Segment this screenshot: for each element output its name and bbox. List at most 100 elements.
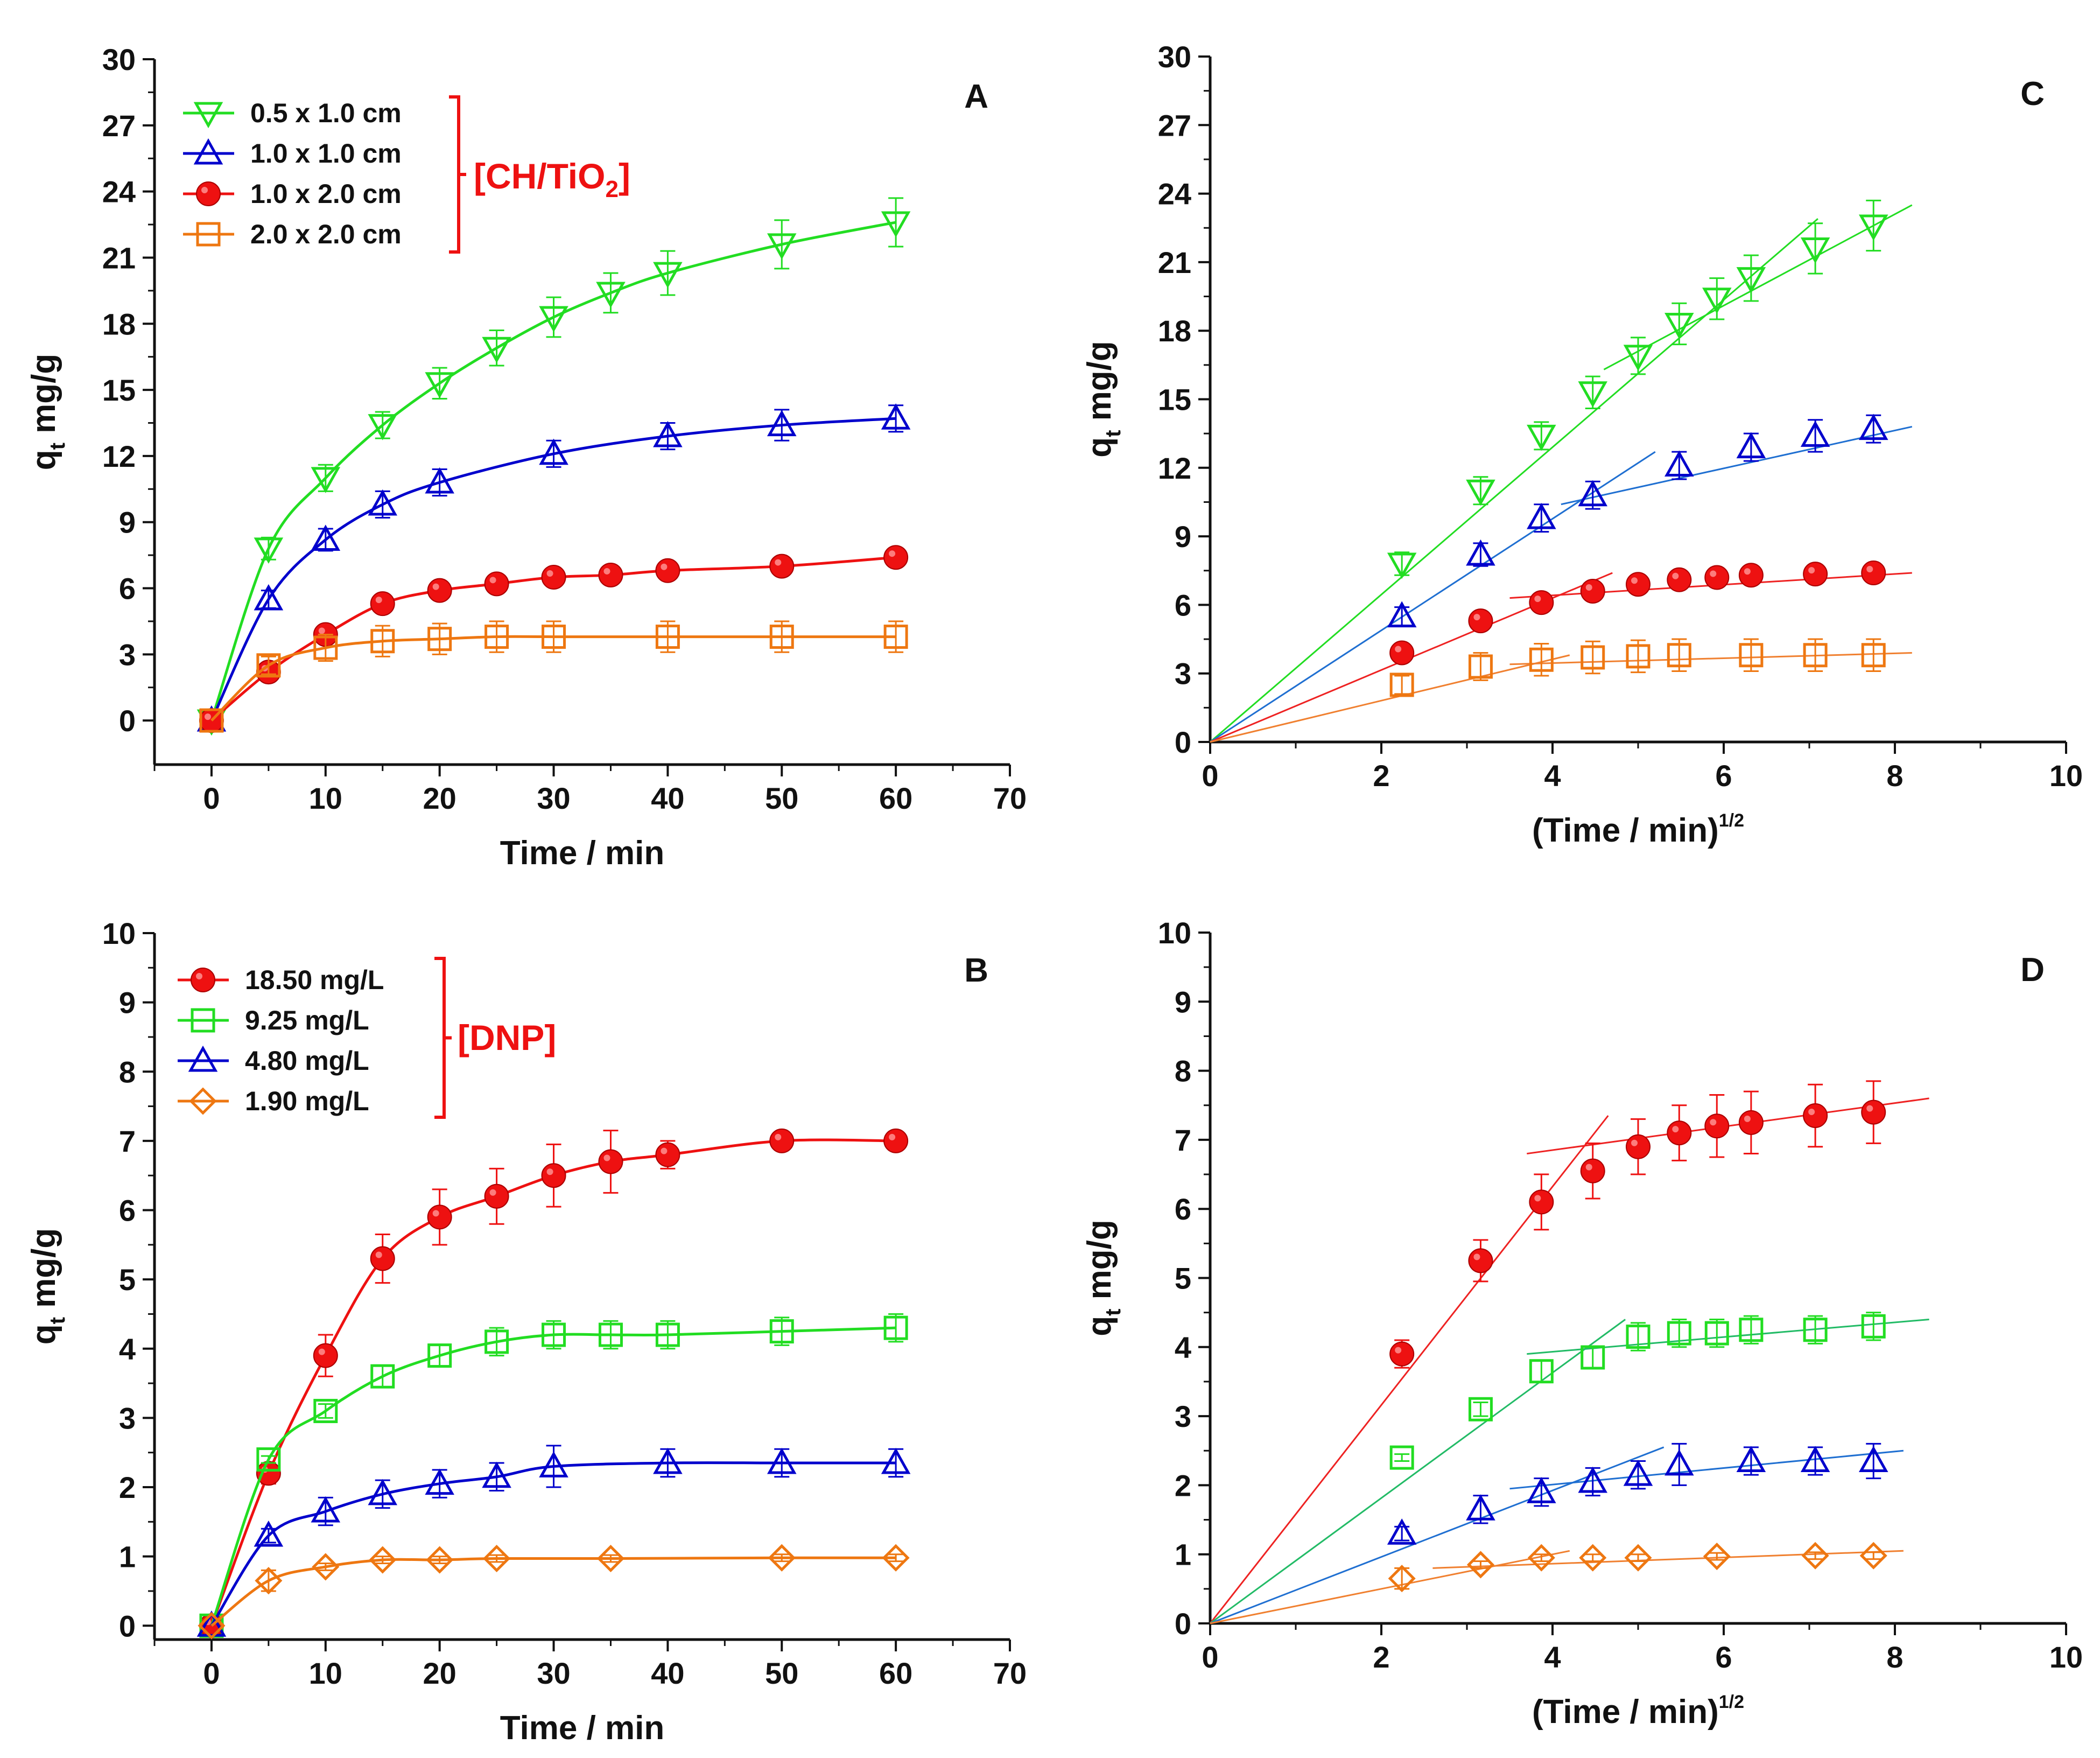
y-tick-label: 0 (1175, 1607, 1191, 1641)
x-axis-title: Time / min (500, 835, 665, 872)
data-point (425, 372, 454, 398)
series-4-80-mg-l (196, 1445, 911, 1637)
legend-entry: 0.5 x 1.0 cm (250, 98, 402, 128)
data-point (1664, 450, 1694, 477)
x-tick-label: 70 (993, 781, 1027, 815)
y-tick-label: 30 (1158, 40, 1191, 74)
data-point (539, 1451, 568, 1477)
data-point (1861, 1314, 1886, 1339)
y-axis-title-q: q (1081, 437, 1118, 458)
legend-marker (193, 138, 223, 165)
x-tick-label: 8 (1886, 1640, 1903, 1674)
data-point (482, 1461, 511, 1488)
data-point (767, 1447, 797, 1474)
data-point (653, 262, 683, 289)
data-point (1578, 1466, 1607, 1493)
data-point-highlight (375, 597, 382, 604)
legend-bracket (434, 957, 446, 1119)
data-point (313, 635, 338, 660)
legend-marker (191, 1008, 215, 1033)
y-tick-label: 9 (1175, 520, 1191, 554)
data-point (655, 1142, 680, 1167)
x-tick-label: 2 (1373, 759, 1389, 793)
y-tick-label: 24 (1158, 177, 1191, 211)
x-tick-label: 6 (1715, 1640, 1732, 1674)
x-axis-title-text: (Time / min) (1532, 812, 1719, 849)
data-point (1736, 432, 1766, 459)
x-axis-title: Time / min (500, 1710, 665, 1747)
data-point (883, 625, 908, 649)
data-point (1859, 1542, 1887, 1570)
data-point (1527, 1544, 1555, 1572)
x-tick-label: 6 (1715, 759, 1732, 793)
data-point (1387, 552, 1417, 579)
panel-label: A (964, 78, 988, 115)
y-axis-title-subscript: t (1101, 1309, 1125, 1316)
data-point (1581, 645, 1605, 670)
data-point (653, 421, 683, 447)
series-2-0-x-2-0-cm (199, 620, 908, 733)
data-point-highlight (1866, 1105, 1873, 1112)
x-axis-title-text: Time / min (500, 1710, 665, 1747)
y-axis-title-units: mg/g (25, 354, 62, 443)
data-point (1529, 590, 1554, 615)
data-point (1466, 479, 1495, 506)
data-point (1527, 424, 1556, 451)
y-tick-label: 3 (119, 1401, 136, 1435)
fit-line (1509, 652, 1912, 666)
data-point (1626, 1134, 1650, 1159)
series-9-25-mg-l (199, 1313, 908, 1638)
y-axis-title-q: q (25, 1324, 62, 1344)
series-1-90-mg-l (198, 1544, 910, 1640)
x-tick-label: 0 (1202, 759, 1218, 793)
data-point (1861, 643, 1886, 668)
data-point (1527, 1477, 1556, 1503)
group-label-text: [CH/TiO (474, 156, 605, 196)
data-point (881, 403, 911, 430)
data-point-highlight (1473, 1253, 1480, 1260)
data-point (1803, 1103, 1828, 1128)
data-point (1667, 1321, 1691, 1346)
data-point (196, 1610, 227, 1637)
data-point (1529, 1189, 1554, 1215)
y-tick-label: 1 (119, 1540, 136, 1574)
data-point (370, 591, 395, 617)
data-point (1626, 572, 1650, 597)
data-point (1389, 640, 1415, 666)
x-tick-label: 60 (879, 1656, 912, 1690)
data-point (368, 1479, 398, 1505)
data-point-highlight (1631, 577, 1638, 584)
data-point-highlight (1744, 568, 1751, 575)
data-point-highlight (1808, 1108, 1815, 1115)
y-axis-title-units: mg/g (1081, 1220, 1118, 1308)
data-point (198, 1612, 226, 1640)
legend-marker (189, 1087, 217, 1115)
panel-label: D (2020, 951, 2045, 989)
data-point (255, 1567, 283, 1595)
data-point (482, 337, 511, 363)
data-point (1703, 1543, 1731, 1571)
data-point-highlight (603, 568, 610, 575)
y-axis-title-q: q (1081, 1316, 1118, 1336)
data-point (1800, 1446, 1830, 1472)
data-point (1667, 567, 1692, 592)
data-point-highlight (489, 577, 496, 584)
panel-b: 0 10 20 30 40 50 60 70 0 1 2 3 4 5 6 7 8 9 10 Time / min qt … (25, 916, 1027, 1747)
y-tick-label: 4 (119, 1332, 136, 1366)
data-point (1626, 644, 1650, 669)
data-point (1801, 1542, 1829, 1570)
data-point (883, 545, 909, 570)
data-point (312, 1553, 340, 1581)
data-point (882, 1544, 910, 1572)
data-point (427, 627, 452, 652)
series-1-0-x-2-0-cm (1389, 560, 1886, 666)
y-axis-title-q: q (25, 450, 62, 470)
data-point (1529, 1359, 1554, 1384)
legend: 0.5 x 1.0 cm 1.0 x 1.0 cm 1.0 x 2.0 cm 2.0 … (183, 95, 630, 254)
data-point (254, 584, 284, 611)
data-point (769, 625, 794, 649)
data-point-highlight (1744, 1115, 1751, 1122)
y-axis-title-units: mg/g (25, 1228, 62, 1317)
y-tick-label: 10 (1158, 916, 1191, 950)
data-point (1387, 1518, 1417, 1545)
